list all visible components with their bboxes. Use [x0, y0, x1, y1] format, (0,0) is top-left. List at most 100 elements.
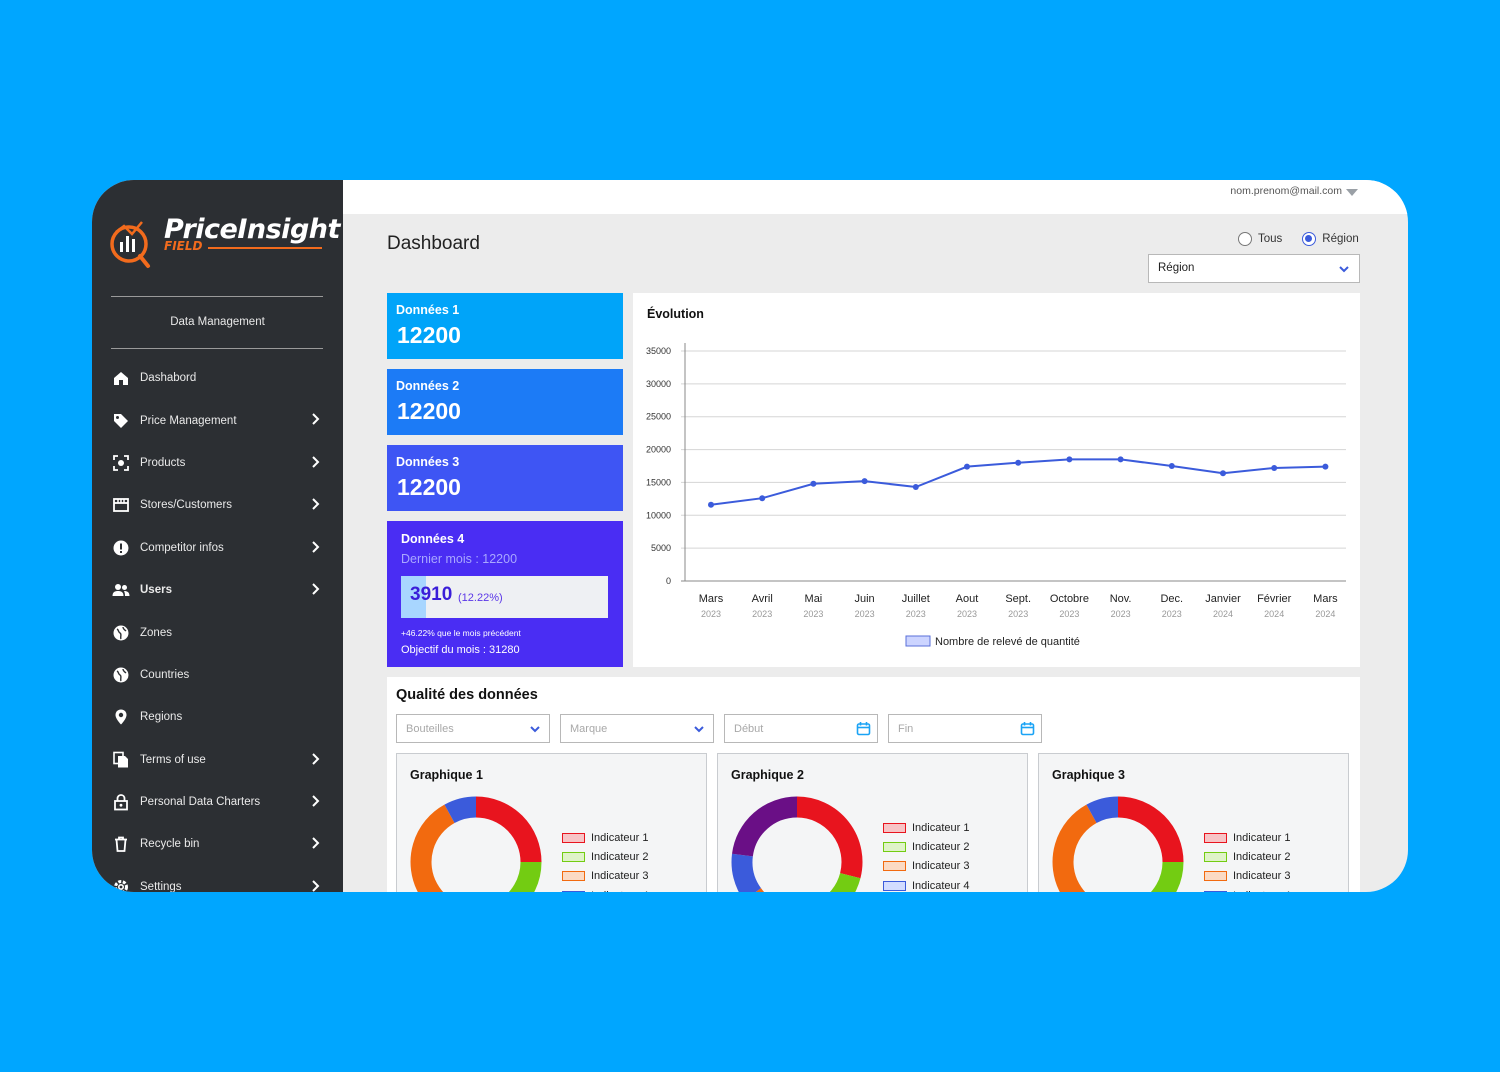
kpi-card-3[interactable]: Données 3 12200 [387, 445, 623, 511]
legend-item[interactable]: Indicateur 4 [1204, 886, 1290, 892]
legend-item[interactable]: Indicateur 4 [883, 876, 969, 892]
donut-slice[interactable] [410, 804, 502, 892]
y-tick-label: 5000 [651, 543, 671, 553]
kpi-last-month: Dernier mois : 12200 [401, 552, 518, 566]
pin-icon [112, 708, 130, 726]
data-point[interactable] [759, 495, 766, 502]
radio-all-label[interactable]: Tous [1258, 233, 1283, 245]
legend-item[interactable]: Indicateur 4 [562, 886, 648, 892]
start-date-placeholder: Début [734, 723, 764, 735]
legend-item[interactable]: Indicateur 1 [1204, 828, 1290, 847]
sidebar-item-zones[interactable]: Zones [92, 611, 343, 653]
brand-select[interactable]: Marque [560, 714, 714, 743]
home-icon [112, 369, 130, 387]
donut-slice[interactable] [732, 796, 798, 857]
data-point[interactable] [1015, 459, 1022, 466]
radio-all[interactable] [1238, 232, 1252, 246]
data-point[interactable] [708, 501, 714, 508]
x-tick-label: Aout [956, 593, 979, 605]
sidebar-item-regions[interactable]: Regions [92, 696, 343, 738]
x-tick-year: 2023 [906, 609, 926, 619]
sidebar-item-label: Terms of use [140, 753, 206, 766]
kpi-card-4[interactable]: Données 4 Dernier mois : 12200 3910 (12.… [387, 521, 623, 667]
donut-slice[interactable] [475, 796, 542, 863]
sidebar-item-countries[interactable]: Countries [92, 654, 343, 696]
sidebar-item-competitor-infos[interactable]: Competitor infos [92, 527, 343, 569]
radio-region-label[interactable]: Région [1322, 233, 1359, 245]
legend-label: Indicateur 3 [1233, 870, 1291, 883]
y-tick-label: 30000 [646, 379, 671, 389]
legend-item[interactable]: Indicateur 3 [1204, 867, 1290, 886]
legend-label: Indicateur 2 [1233, 850, 1291, 863]
brand-logo[interactable]: PriceInsight FIELD [108, 214, 340, 270]
sidebar-item-recycle-bin[interactable]: Recycle bin [92, 823, 343, 865]
data-point[interactable] [810, 480, 817, 487]
x-tick-year: 2024 [1315, 609, 1335, 619]
bottles-select[interactable]: Bouteilles [396, 714, 550, 743]
legend-item[interactable]: Indicateur 2 [562, 847, 648, 866]
radio-region[interactable] [1302, 232, 1317, 246]
donut-slice[interactable] [1086, 796, 1119, 824]
x-tick-label: Dec. [1160, 593, 1183, 605]
x-tick-year: 2023 [752, 609, 772, 619]
donut-slice[interactable] [444, 796, 477, 824]
kpi-progress-percent: (12.22%) [458, 592, 503, 604]
data-point[interactable] [1168, 463, 1175, 469]
sidebar-item-settings[interactable]: Settings [92, 866, 343, 892]
kpi-card-1[interactable]: Données 1 12200 [387, 293, 623, 359]
x-tick-label: Octobre [1050, 593, 1089, 605]
data-point[interactable] [1066, 456, 1073, 463]
legend-item[interactable]: Indicateur 3 [883, 857, 969, 876]
legend-item[interactable]: Indicateur 1 [562, 828, 648, 847]
sidebar-item-price-management[interactable]: Price Management [92, 399, 343, 441]
legend-item[interactable]: Indicateur 3 [562, 867, 648, 886]
data-point[interactable] [1271, 464, 1278, 471]
legend-item[interactable]: Indicateur 2 [883, 837, 969, 856]
kpi-progress-bar: 3910 (12.22%) [401, 576, 608, 618]
donut-slice[interactable] [796, 796, 863, 879]
data-point[interactable] [1322, 463, 1329, 470]
legend-item[interactable]: Indicateur 2 [1204, 847, 1290, 866]
donut-slice[interactable] [731, 853, 762, 892]
sidebar-item-products[interactable]: Products [92, 442, 343, 484]
donut-slice[interactable] [1144, 861, 1184, 892]
user-email[interactable]: nom.prenom@mail.com [1230, 185, 1342, 197]
x-tick-label: Mars [699, 593, 724, 605]
end-date-input[interactable]: Fin [888, 714, 1042, 743]
data-point[interactable] [1117, 456, 1124, 463]
sidebar-item-users[interactable]: Users [92, 569, 343, 611]
evolution-line-chart: 0 5000 10000 15000 20000 25000 30000 35000 Mars 2… [646, 343, 1346, 648]
data-point[interactable] [912, 484, 919, 491]
sidebar-item-terms-of-use[interactable]: Terms of use [92, 739, 343, 781]
legend-label: Indicateur 1 [912, 821, 970, 834]
kpi-progress-value: 3910 [410, 584, 453, 605]
region-select[interactable]: Région [1148, 254, 1360, 283]
donut-slice[interactable] [1117, 796, 1184, 863]
quality-title: Qualité des données [396, 687, 538, 703]
kpi-card-2[interactable]: Données 2 12200 [387, 369, 623, 435]
data-point[interactable] [861, 478, 868, 485]
donut-slice[interactable] [502, 861, 542, 892]
kpi-progress-fill [401, 576, 427, 618]
calendar-icon[interactable] [856, 721, 871, 736]
legend-label[interactable]: Nombre de relevé de quantité [935, 636, 1080, 648]
donut-slice[interactable] [817, 872, 861, 892]
sidebar-item-dashabord[interactable]: Dashabord [92, 357, 343, 399]
x-tick-year: 2023 [1008, 609, 1028, 619]
data-point[interactable] [1220, 470, 1226, 477]
calendar-icon[interactable] [1020, 721, 1035, 736]
brand-subtitle: FIELD [164, 239, 203, 253]
documents-icon [112, 751, 130, 769]
legend-label: Indicateur 4 [912, 879, 970, 892]
sidebar-item-personal-data-charters[interactable]: Personal Data Charters [92, 781, 343, 823]
legend-swatch [562, 871, 585, 882]
donut-slice[interactable] [1052, 804, 1144, 892]
data-point[interactable] [964, 463, 970, 470]
store-icon [112, 496, 130, 514]
start-date-input[interactable]: Début [724, 714, 878, 743]
sidebar-item-stores-customers[interactable]: Stores/Customers [92, 484, 343, 526]
user-menu-caret-icon[interactable] [1346, 189, 1358, 196]
legend-item[interactable]: Indicateur 1 [883, 818, 969, 837]
graph-card-3: Graphique 3 Indicateur 1 Indicateur 2 Indic… [1038, 753, 1349, 892]
x-tick-year: 2024 [1264, 609, 1284, 619]
